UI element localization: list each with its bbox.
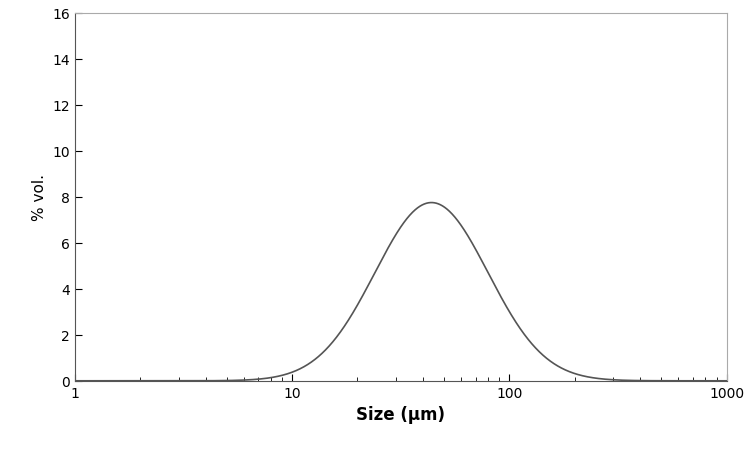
Y-axis label: % vol.: % vol. [31, 174, 46, 221]
X-axis label: Size (μm): Size (μm) [357, 405, 445, 423]
